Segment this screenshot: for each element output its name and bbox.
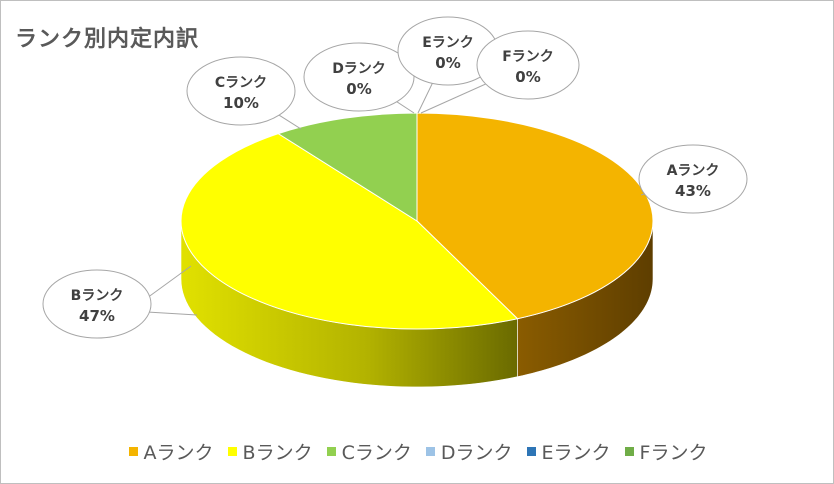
callout-b: Bランク 47% [42,265,198,339]
data-label-category: Dランク [332,61,386,77]
legend-label: Eランク [541,441,611,464]
legend-item-a: Aランク [128,438,214,465]
callout-leader-line [146,265,198,316]
legend-label: Fランク [639,441,708,464]
callout-c: Cランク 10% [186,56,302,130]
callout-bubble [638,144,748,214]
callout-d: Dランク 0% [303,42,415,114]
legend-label: Dランク [440,441,513,464]
data-label-value: 0% [435,54,460,72]
callout-a: Aランク 43% [638,144,748,214]
callout-bubble [476,30,580,100]
callout-bubble [303,42,415,112]
data-label-category: Cランク [215,75,267,91]
pie-slice-b [180,133,519,330]
data-label-category: Aランク [667,163,720,179]
pie-slice-c [277,112,418,222]
legend-swatch [128,446,138,456]
legend-item-c: Cランク [326,438,412,465]
pie-top [180,112,654,330]
legend-item-b: Bランク [227,438,313,465]
chart-title: ランク別内定内訳 [15,27,200,52]
legend-swatch [624,446,634,456]
data-label-value: 47% [79,307,115,325]
legend-label: Cランク [341,441,412,464]
pie-callouts: Aランク 43% Bランク 47% Cランク 10% Dランク 0% Eランク 0% Fランク 0% [42,16,748,339]
data-label-category: Fランク [502,49,554,65]
legend-swatch [227,446,237,456]
legend-swatch [526,446,536,456]
legend: Aランク Bランク Cランク Dランク Eランク Fランク [1,435,833,467]
data-label-value: 0% [346,80,371,98]
legend-item-e: Eランク [526,438,611,465]
data-label-category: Eランク [422,35,474,51]
data-label-category: Bランク [71,288,124,304]
data-label-value: 43% [675,182,711,200]
data-label-value: 10% [223,94,259,112]
legend-swatch [425,446,435,456]
callout-bubble [42,269,152,339]
callout-f: Fランク 0% [420,30,580,114]
legend-label: Bランク [242,441,313,464]
callout-bubble [186,56,296,126]
legend-item-d: Dランク [425,438,513,465]
legend-swatch [326,446,336,456]
callout-e: Eランク 0% [397,16,499,114]
legend-item-f: Fランク [624,438,708,465]
data-label-value: 0% [515,68,540,86]
legend-label: Aランク [143,441,214,464]
